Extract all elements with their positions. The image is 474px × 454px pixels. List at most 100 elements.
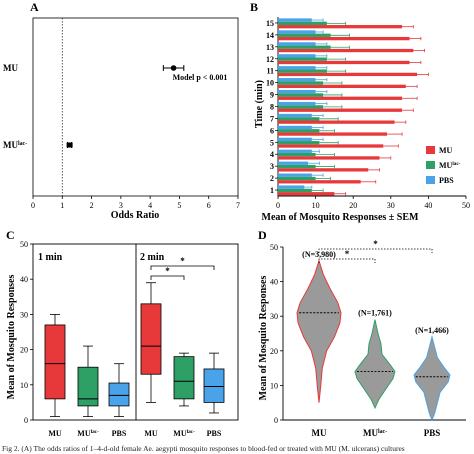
panel-d-y-tick-label: 20 (270, 347, 278, 356)
panel-c-y-tick-label: 30 (20, 310, 28, 319)
panel-b-y-tick-label: 12 (266, 55, 274, 64)
panel-c-y-tick-label: 0 (24, 416, 28, 425)
panel-b-y-tick-label: 2 (270, 174, 274, 183)
panel-d-violin-plot: 0 10 20 30 40 50 (N=3,980) MU (N=1,761) MUlac- (N=… (258, 239, 466, 438)
panel-b-bar (278, 129, 320, 133)
panel-b-x-tick-label: 20 (349, 201, 357, 210)
panel-d-violin (354, 319, 396, 410)
panel-b-bar (278, 60, 410, 65)
panel-a-x-tick-label: 3 (119, 201, 123, 210)
panel-c-x-tick-label: MUlac- (77, 429, 99, 438)
panel-c-frame (32, 243, 239, 421)
panel-c-significance-bracket (150, 265, 215, 270)
panel-c-group-1-title: 1 min (38, 252, 63, 263)
panel-b-bar (278, 72, 418, 77)
panel-b-y-tick-label: 7 (270, 114, 274, 123)
panel-b-x-tick-label: 0 (276, 201, 280, 210)
panel-b-y-tick-label: 10 (266, 79, 274, 88)
panel-d-violin (413, 335, 451, 422)
panel-c-y-tick-label: 20 (20, 346, 28, 355)
panel-b-bar (278, 173, 312, 177)
panel-b-bar (278, 96, 403, 100)
panel-c-x-tick-label: PBS (112, 429, 127, 438)
panel-b-bar (278, 188, 312, 193)
panel-b-bar (278, 144, 384, 148)
panel-b-y-tick-label: 13 (266, 43, 274, 52)
panel-b-x-tick-label: 30 (387, 201, 395, 210)
panel-b-bar (278, 105, 324, 109)
panel-b-y-tick-label: 6 (270, 126, 274, 135)
panel-b-x-tick-label: 10 (312, 201, 320, 210)
panel-d-y-tick-label: 40 (270, 278, 278, 287)
panel-b-x-tick-label: 50 (462, 201, 470, 210)
panel-d-violin (296, 259, 342, 403)
panel-b-bar (278, 42, 316, 46)
panel-c-box (77, 366, 99, 407)
panel-c-x-tick-label: PBS (207, 429, 222, 438)
panel-b-bar (278, 168, 369, 172)
panel-a-x-tick-label: 2 (90, 201, 94, 210)
panel-c-box (44, 324, 66, 400)
panel-b-legend-label: MUlac- (439, 161, 461, 170)
panel-d-y-tick-label: 30 (270, 312, 278, 321)
panel-b-bar (278, 152, 316, 157)
panel-a-x-tick-label: 6 (207, 201, 211, 210)
panel-b-legend-label: MU (439, 146, 453, 155)
panel-c-significance-star: * (165, 266, 170, 276)
panel-b-bar (278, 164, 316, 169)
panel-b-legend-swatch (426, 146, 435, 154)
panel-label-d: D (258, 228, 267, 242)
panel-a-x-tick-label: 4 (148, 201, 152, 210)
panel-d-x-tick-label: MU (312, 428, 327, 438)
panel-a-x-label: Odds Ratio (111, 210, 160, 221)
panel-d-significance-star: * (373, 239, 378, 249)
panel-d-n-label: (N=1,761) (358, 309, 392, 318)
panel-b-bar (278, 30, 316, 34)
panel-b-y-tick-label: 1 (270, 186, 274, 195)
panel-b-bar (278, 156, 380, 160)
panel-b-bar (278, 101, 316, 106)
panel-c-y-tick-label: 10 (20, 381, 28, 390)
panel-b-y-tick-label: 9 (270, 91, 274, 100)
panel-d-y-tick-label: 0 (274, 416, 278, 425)
panel-b-bar (278, 54, 316, 58)
panel-b-bar (278, 25, 403, 29)
panel-c-box (140, 303, 162, 375)
panel-a-annotation: Model p < 0.001 (173, 73, 228, 82)
panel-a-row-label: MU (3, 63, 18, 73)
panel-b-legend-swatch (426, 161, 435, 169)
panel-a-point (66, 142, 73, 148)
panel-b-legend-label: PBS (439, 176, 454, 185)
panel-b-y-tick-label: 15 (266, 19, 274, 28)
panel-b-bar (278, 120, 395, 124)
panel-c-y-tick-label: 50 (20, 240, 28, 249)
panel-b-bar (278, 108, 403, 112)
panel-a-point (170, 65, 177, 71)
panel-b-bar (278, 180, 361, 184)
panel-b-bar (278, 132, 388, 136)
panel-d-y-tick-label: 50 (270, 243, 278, 252)
panel-d-significance-star: * (345, 249, 350, 259)
panel-b-x-tick-label: 40 (424, 201, 432, 210)
panel-b-bar (278, 161, 309, 165)
panel-b-bar (278, 185, 305, 189)
panel-label-c: C (6, 228, 15, 242)
panel-d-x-tick-label: PBS (424, 428, 441, 438)
panel-b-bar (278, 117, 320, 121)
panel-b-y-tick-label: 14 (266, 31, 274, 40)
panel-b-y-tick-label: 11 (266, 67, 274, 76)
panel-b-bar (278, 69, 327, 73)
panel-label-b: B (250, 0, 258, 14)
panel-b-y-tick-label: 8 (270, 103, 274, 112)
figure-caption: Fig 2. (A) The odds ratios of 1–4-d-old … (2, 444, 405, 453)
panel-c-box (173, 356, 195, 400)
panel-b-bar (278, 36, 410, 41)
panel-b-bar (278, 81, 324, 85)
panel-b-bar (278, 48, 414, 53)
panel-b-bar (278, 125, 312, 130)
panel-b-bar (278, 66, 316, 70)
panel-c-x-tick-label: MU (48, 429, 62, 438)
panel-b-y-tick-label: 5 (270, 138, 274, 147)
panel-b-bar (278, 89, 316, 94)
